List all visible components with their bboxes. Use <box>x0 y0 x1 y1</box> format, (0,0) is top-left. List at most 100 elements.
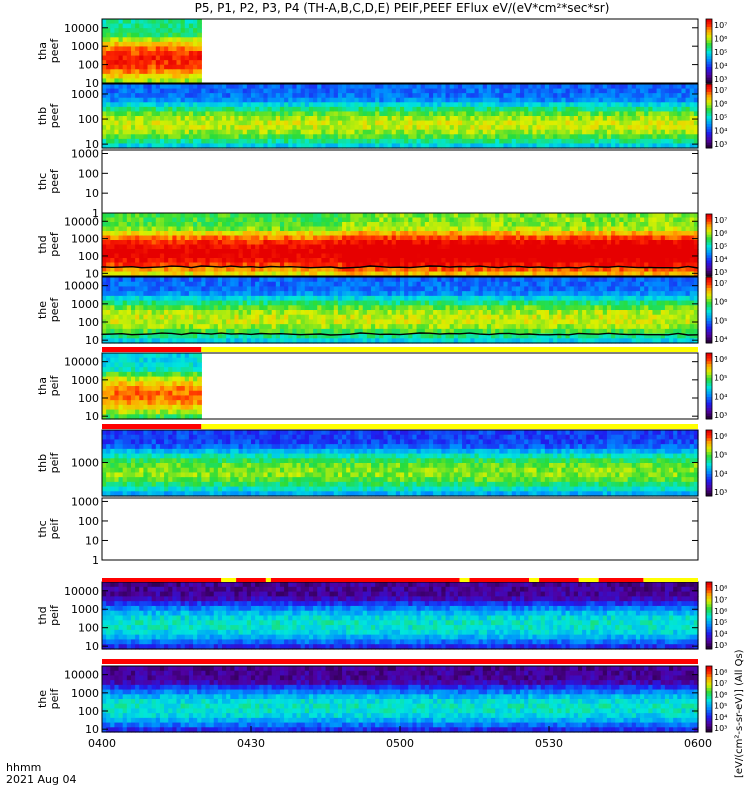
heatmap-cell <box>151 333 157 339</box>
heatmap-cell <box>222 143 227 149</box>
heatmap-cell <box>317 271 322 277</box>
heatmap-cell <box>242 93 248 99</box>
heatmap-cell <box>441 258 447 264</box>
heatmap-cell <box>395 143 401 149</box>
heatmap-cell <box>193 138 198 145</box>
heatmap-cell <box>362 267 368 273</box>
heatmap-cell <box>474 222 480 228</box>
heatmap-cell <box>540 102 546 108</box>
heatmap-cell <box>333 134 339 140</box>
heatmap-cell <box>412 244 418 250</box>
heatmap-cell <box>594 262 600 268</box>
heatmap-cell <box>180 106 186 113</box>
heatmap-cell <box>507 138 513 145</box>
heatmap-cell <box>246 88 252 94</box>
heatmap-cell <box>213 129 219 135</box>
heatmap-cell <box>544 138 550 145</box>
heatmap-cell <box>549 258 554 264</box>
heatmap-cell <box>524 125 529 131</box>
heatmap-cell <box>536 116 542 122</box>
heatmap-cell <box>102 338 107 344</box>
heatmap-cell <box>615 125 620 131</box>
heatmap-cell <box>130 226 136 232</box>
heatmap-cell <box>404 231 409 237</box>
heatmap-cell <box>263 217 269 223</box>
heatmap-cell <box>118 267 124 273</box>
heatmap-cell <box>553 143 558 149</box>
heatmap-cell <box>176 55 182 61</box>
heatmap-cell <box>275 267 281 273</box>
heatmap-cell <box>151 267 157 273</box>
heatmap-cell <box>180 111 186 117</box>
heatmap-cell <box>478 134 484 140</box>
heatmap-cell <box>222 88 227 94</box>
heatmap-cell <box>428 143 434 149</box>
heatmap-cell <box>449 253 455 259</box>
heatmap-cell <box>507 116 513 122</box>
heatmap-cell <box>242 102 248 108</box>
heatmap-cell <box>611 125 616 131</box>
heatmap-cell <box>391 235 397 241</box>
heatmap-cell <box>346 226 351 232</box>
heatmap-cell <box>482 226 488 232</box>
heatmap-cell <box>205 338 211 344</box>
heatmap-cell <box>640 240 645 246</box>
heatmap-cell <box>164 314 169 321</box>
heatmap-cell <box>594 129 600 135</box>
heatmap-cell <box>445 116 451 122</box>
heatmap-cell <box>677 134 683 140</box>
heatmap-cell <box>416 134 422 140</box>
heatmap-cell <box>135 319 140 325</box>
heatmap-cell <box>619 253 625 259</box>
heatmap-cell <box>164 69 169 75</box>
heatmap-cell <box>308 125 314 131</box>
heatmap-cell <box>640 235 645 241</box>
heatmap-cell <box>193 277 198 283</box>
heatmap-cell <box>205 244 211 250</box>
heatmap-cell <box>139 253 144 259</box>
heatmap-cell <box>474 244 480 250</box>
heatmap-cell <box>126 28 132 34</box>
heatmap-cell <box>437 222 442 228</box>
heatmap-cell <box>379 143 385 149</box>
heatmap-cell <box>176 258 182 264</box>
heatmap-cell <box>234 333 240 339</box>
heatmap-cell <box>329 106 335 113</box>
heatmap-cell <box>544 258 550 264</box>
heatmap-cell <box>379 134 385 140</box>
heatmap-cell <box>118 93 124 99</box>
heatmap-cell <box>611 93 616 99</box>
heatmap-cell <box>102 55 107 61</box>
heatmap-cell <box>151 291 157 297</box>
heatmap-cell <box>615 271 620 277</box>
heatmap-cell <box>197 28 202 34</box>
heatmap-cell <box>685 97 691 103</box>
heatmap-cell <box>362 102 368 108</box>
heatmap-cell <box>143 249 149 255</box>
heatmap-cell <box>135 116 140 122</box>
y-tick-label: 100 <box>78 250 99 263</box>
heatmap-cell <box>164 32 169 38</box>
heatmap-cell <box>168 88 173 94</box>
heatmap-cell <box>126 281 132 288</box>
heatmap-cell <box>126 253 132 259</box>
heatmap-cell <box>652 88 658 94</box>
heatmap-cell <box>507 262 513 268</box>
heatmap-cell <box>213 102 219 108</box>
heatmap-cell <box>251 217 256 223</box>
heatmap-cell <box>416 222 422 228</box>
heatmap-cell <box>122 262 128 268</box>
heatmap-cell <box>590 217 596 223</box>
heatmap-cell <box>180 129 186 135</box>
heatmap-cell <box>180 19 186 25</box>
heatmap-cell <box>139 258 144 264</box>
heatmap-cell <box>474 111 480 117</box>
heatmap-cell <box>102 277 107 283</box>
heatmap-cell <box>308 258 314 264</box>
heatmap-cell <box>466 106 471 113</box>
heatmap-cell <box>582 240 587 246</box>
heatmap-cell <box>685 217 691 223</box>
heatmap-cell <box>296 102 302 108</box>
heatmap-cell <box>354 129 360 135</box>
heatmap-cell <box>669 93 674 99</box>
